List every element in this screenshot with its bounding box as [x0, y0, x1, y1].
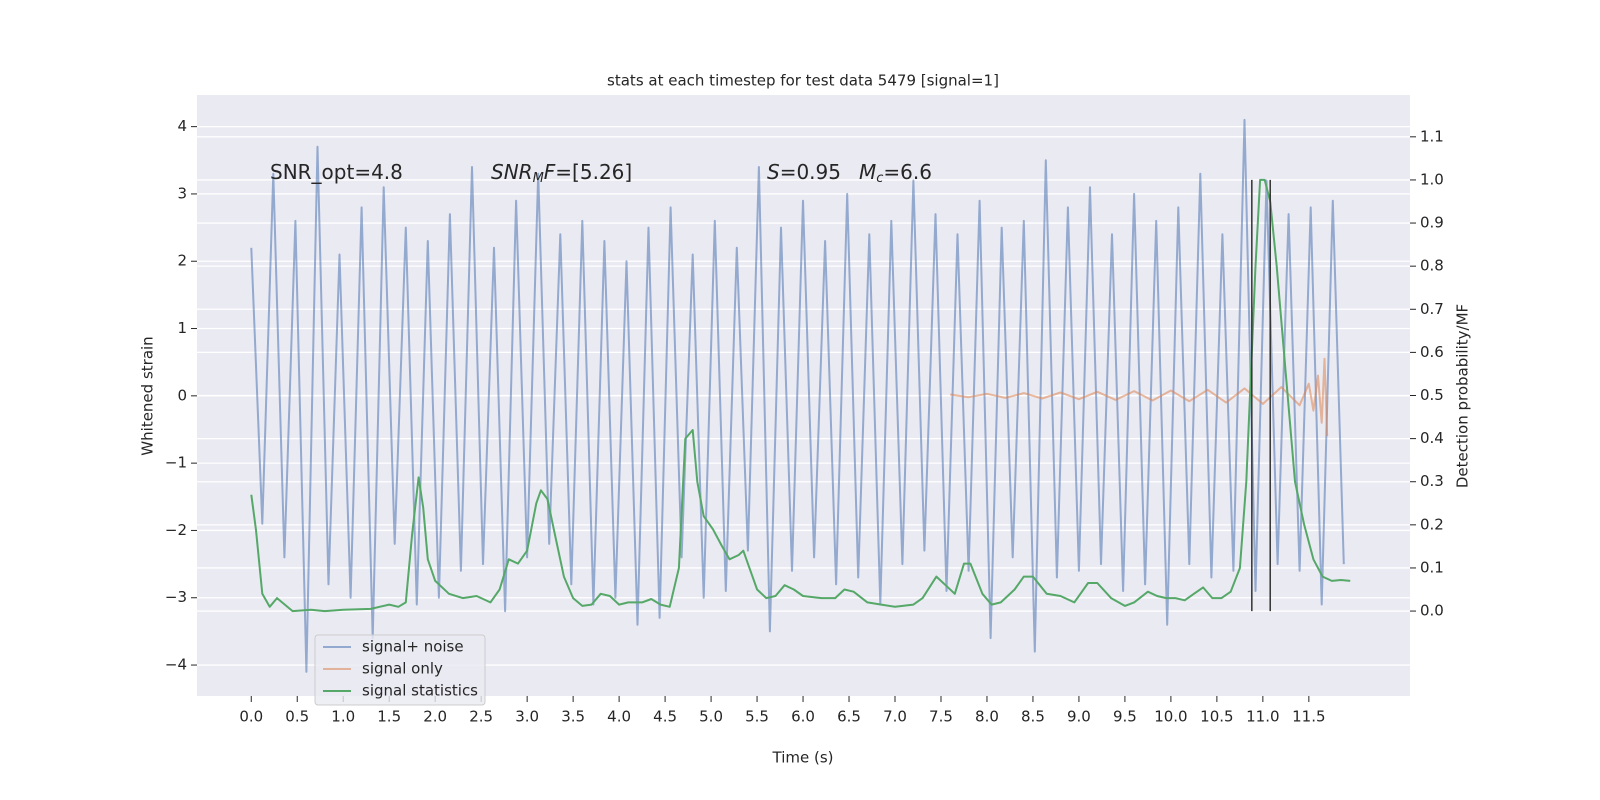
y2-tick-label: 0.4	[1420, 429, 1444, 447]
x-tick-label: 8.5	[1021, 708, 1045, 726]
annotation: SNRMF=[5.26]	[491, 160, 632, 186]
y2-tick-label: 0.2	[1420, 515, 1444, 533]
x-tick-label: 0.5	[285, 708, 309, 726]
annotation: SNR_opt=4.8	[270, 160, 403, 184]
y-tick-label: 3	[177, 184, 187, 202]
x-tick-label: 6.0	[791, 708, 815, 726]
x-tick-label: 2.5	[469, 708, 493, 726]
legend-label: signal only	[362, 660, 443, 678]
y-tick-label: −3	[165, 588, 187, 606]
y2-tick-label: 0.7	[1420, 300, 1444, 318]
x-tick-label: 4.0	[607, 708, 631, 726]
annotation-part: S	[767, 160, 780, 184]
x-tick-label: 2.0	[423, 708, 447, 726]
x-tick-label: 9.5	[1113, 708, 1137, 726]
y-tick-label: 4	[177, 117, 187, 135]
annotation-part: M	[533, 171, 544, 186]
legend-label: signal statistics	[362, 682, 478, 700]
x-tick-label: 11.0	[1246, 708, 1279, 726]
annotation-part: =6.6	[883, 160, 932, 184]
x-tick-label: 4.5	[653, 708, 677, 726]
y-tick-label: 2	[177, 252, 187, 270]
legend-box	[314, 634, 486, 706]
y2-tick-label: 0.8	[1420, 257, 1444, 275]
x-tick-label: 9.0	[1067, 708, 1091, 726]
x-tick-label: 5.0	[699, 708, 723, 726]
x-tick-label: 7.5	[929, 708, 953, 726]
annotation: S=0.95	[767, 160, 841, 184]
annotation-part: SNR	[491, 160, 533, 184]
annotation-part: =0.95	[780, 160, 841, 184]
x-tick-label: 11.5	[1292, 708, 1325, 726]
y2-tick-label: 0.9	[1420, 214, 1444, 232]
y2-tick-label: 1.0	[1420, 170, 1444, 188]
y-tick-label: −1	[165, 454, 187, 472]
y2-tick-label: 0.5	[1420, 386, 1444, 404]
annotation-part: F	[544, 160, 556, 184]
y2-axis-label: Detection probability/MF	[1454, 304, 1472, 488]
series-line	[950, 357, 1329, 437]
x-tick-label: 7.0	[883, 708, 907, 726]
series-line	[250, 178, 1351, 613]
x-tick-label: 1.0	[331, 708, 355, 726]
y2-tick-label: 0.6	[1420, 343, 1444, 361]
x-tick-label: 5.5	[745, 708, 769, 726]
annotation-part: SNR_opt=4.8	[270, 160, 403, 184]
y-tick-label: −2	[165, 521, 187, 539]
x-tick-label: 10.0	[1154, 708, 1187, 726]
y2-tick-label: 0.0	[1420, 602, 1444, 620]
x-tick-label: 3.5	[561, 708, 585, 726]
x-tick-label: 3.0	[515, 708, 539, 726]
x-tick-label: 8.0	[975, 708, 999, 726]
y2-tick-label: 1.1	[1420, 127, 1444, 145]
y2-tick-label: 0.3	[1420, 472, 1444, 490]
x-axis-label: Time (s)	[772, 749, 834, 767]
y-tick-label: −4	[165, 656, 187, 674]
x-tick-label: 1.5	[377, 708, 401, 726]
x-tick-label: 10.5	[1200, 708, 1233, 726]
annotation-part: M	[859, 160, 876, 184]
y-tick-label: 1	[177, 319, 187, 337]
series-line	[250, 118, 1345, 673]
chart-title: stats at each timestep for test data 547…	[607, 72, 999, 90]
y-axis-label: Whitened strain	[139, 336, 157, 455]
annotation-part: c	[876, 171, 883, 186]
y-tick-label: 0	[177, 386, 187, 404]
legend-label: signal+ noise	[362, 638, 464, 656]
annotation: Mc=6.6	[859, 160, 932, 186]
x-tick-label: 6.5	[837, 708, 861, 726]
y2-tick-label: 0.1	[1420, 558, 1444, 576]
x-tick-label: 0.0	[239, 708, 263, 726]
annotation-part: =[5.26]	[555, 160, 632, 184]
